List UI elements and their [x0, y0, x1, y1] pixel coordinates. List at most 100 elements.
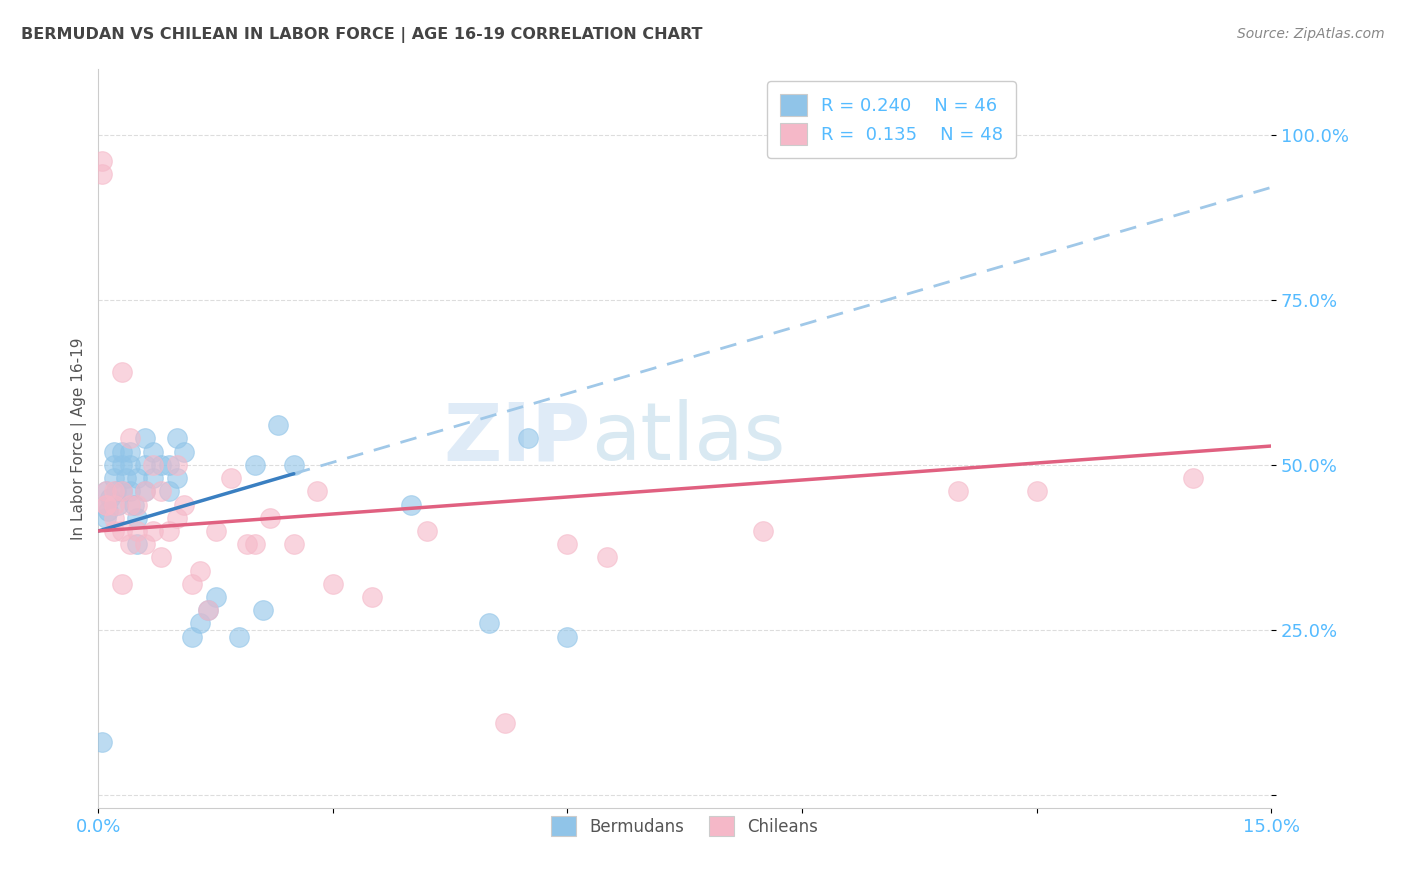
Point: [103, 458, 125, 472]
Point: [494, 715, 516, 730]
Point: [134, 484, 156, 499]
Point: [228, 630, 250, 644]
Point: [111, 458, 134, 472]
Point: [127, 510, 149, 524]
Point: [134, 458, 156, 472]
Point: [181, 630, 204, 644]
Point: [204, 524, 226, 538]
Point: [149, 458, 172, 472]
Point: [259, 510, 281, 524]
Point: [114, 471, 136, 485]
Point: [243, 458, 266, 472]
Legend: Bermudans, Chileans: Bermudans, Chileans: [543, 807, 827, 845]
Point: [118, 432, 141, 446]
Point: [267, 418, 290, 433]
Point: [149, 484, 172, 499]
Point: [219, 471, 242, 485]
Point: [595, 550, 617, 565]
Point: [127, 537, 149, 551]
Point: [118, 458, 141, 472]
Point: [107, 498, 129, 512]
Point: [478, 616, 501, 631]
Point: [96, 498, 118, 512]
Point: [361, 590, 384, 604]
Text: Source: ZipAtlas.com: Source: ZipAtlas.com: [1237, 27, 1385, 41]
Point: [103, 510, 125, 524]
Point: [173, 444, 195, 458]
Point: [399, 498, 422, 512]
Point: [103, 471, 125, 485]
Point: [111, 444, 134, 458]
Point: [157, 458, 180, 472]
Point: [166, 432, 188, 446]
Point: [96, 484, 118, 499]
Point: [127, 524, 149, 538]
Point: [557, 630, 579, 644]
Point: [111, 524, 134, 538]
Y-axis label: In Labor Force | Age 16-19: In Labor Force | Age 16-19: [72, 337, 87, 540]
Point: [91, 735, 114, 749]
Point: [91, 167, 114, 181]
Point: [103, 444, 125, 458]
Point: [103, 498, 125, 512]
Point: [98, 491, 121, 505]
Point: [111, 577, 134, 591]
Point: [181, 577, 204, 591]
Point: [111, 484, 134, 499]
Point: [122, 498, 145, 512]
Point: [103, 484, 125, 499]
Point: [283, 458, 305, 472]
Point: [96, 510, 118, 524]
Point: [134, 484, 156, 499]
Point: [118, 484, 141, 499]
Text: ZIP: ZIP: [444, 400, 591, 477]
Point: [166, 471, 188, 485]
Point: [166, 458, 188, 472]
Point: [134, 432, 156, 446]
Point: [1025, 484, 1047, 499]
Point: [322, 577, 344, 591]
Text: BERMUDAN VS CHILEAN IN LABOR FORCE | AGE 16-19 CORRELATION CHART: BERMUDAN VS CHILEAN IN LABOR FORCE | AGE…: [21, 27, 703, 43]
Point: [204, 590, 226, 604]
Point: [1181, 471, 1204, 485]
Point: [127, 498, 149, 512]
Point: [517, 432, 540, 446]
Point: [283, 537, 305, 551]
Point: [948, 484, 970, 499]
Point: [111, 366, 134, 380]
Point: [157, 484, 180, 499]
Point: [252, 603, 274, 617]
Point: [142, 471, 165, 485]
Point: [142, 444, 165, 458]
Point: [307, 484, 329, 499]
Point: [188, 616, 211, 631]
Text: atlas: atlas: [591, 400, 786, 477]
Point: [118, 498, 141, 512]
Point: [173, 498, 195, 512]
Point: [134, 537, 156, 551]
Point: [752, 524, 775, 538]
Point: [197, 603, 219, 617]
Point: [236, 537, 259, 551]
Point: [111, 484, 134, 499]
Point: [188, 564, 211, 578]
Point: [415, 524, 437, 538]
Point: [96, 498, 118, 512]
Point: [127, 471, 149, 485]
Point: [243, 537, 266, 551]
Point: [103, 524, 125, 538]
Point: [149, 550, 172, 565]
Point: [166, 510, 188, 524]
Point: [118, 537, 141, 551]
Point: [96, 484, 118, 499]
Point: [557, 537, 579, 551]
Point: [104, 484, 127, 499]
Point: [91, 154, 114, 169]
Point: [142, 458, 165, 472]
Point: [97, 504, 120, 518]
Point: [96, 498, 118, 512]
Point: [118, 444, 141, 458]
Point: [197, 603, 219, 617]
Point: [142, 524, 165, 538]
Point: [157, 524, 180, 538]
